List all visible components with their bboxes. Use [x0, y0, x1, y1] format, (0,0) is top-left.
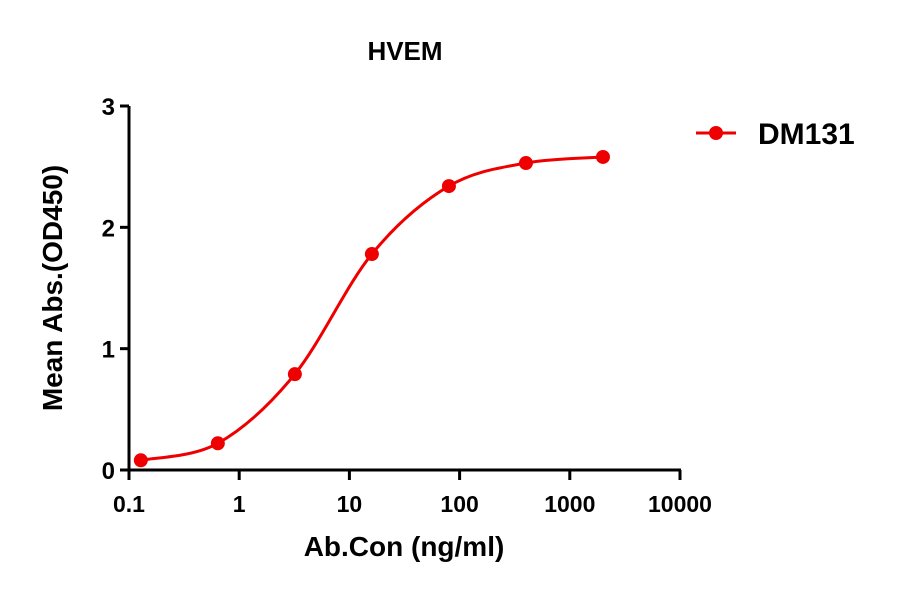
data-point [364, 247, 379, 262]
data-point [133, 453, 148, 468]
y-tick-label: 1 [102, 337, 115, 364]
x-tick-label: 100 [440, 491, 478, 517]
x-tick-label: 10000 [648, 491, 712, 517]
data-point [441, 179, 456, 194]
chart-title: HVEM [367, 36, 442, 66]
x-axis-label: Ab.Con (ng/ml) [304, 531, 505, 562]
data-point [287, 367, 302, 382]
legend-label: DM131 [758, 118, 855, 151]
legend-marker [709, 126, 723, 140]
x-tick-label: 1 [233, 491, 246, 517]
data-point [595, 149, 610, 164]
series-line [140, 155, 604, 462]
y-axis-label: Mean Abs.(OD450) [37, 165, 68, 411]
y-tick-label: 3 [102, 94, 115, 121]
x-tick-label: 10 [337, 491, 363, 517]
data-point [518, 156, 533, 171]
x-tick-label: 0.1 [113, 491, 145, 517]
data-point [210, 436, 225, 451]
x-tick-label: 1000 [544, 491, 595, 517]
y-tick-label: 2 [102, 215, 115, 242]
y-tick-label: 0 [102, 458, 115, 485]
